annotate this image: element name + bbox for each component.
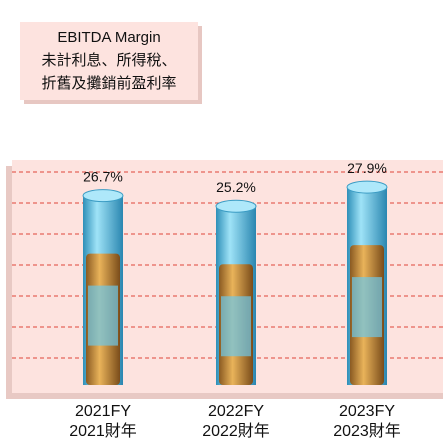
bar-packaging-band bbox=[88, 285, 118, 346]
title-box bbox=[20, 22, 198, 100]
x-tick-label: 2022財年 bbox=[202, 422, 270, 440]
bar-packaging-band bbox=[352, 277, 382, 338]
value-label: 26.7% bbox=[83, 168, 123, 184]
x-tick-label: 2023FY bbox=[339, 403, 395, 420]
bar-top bbox=[82, 189, 124, 203]
x-tick-label: 2022FY bbox=[208, 403, 264, 420]
x-tick-label: 2021財年 bbox=[69, 422, 137, 440]
title-line: EBITDA Margin bbox=[57, 29, 160, 46]
value-label: 27.9% bbox=[347, 160, 387, 176]
value-label: 25.2% bbox=[216, 179, 256, 195]
title-line: 折舊及攤銷前盈利率 bbox=[41, 75, 176, 92]
bar-top bbox=[215, 199, 257, 213]
x-tick-label: 2023財年 bbox=[333, 422, 401, 440]
x-tick-label: 2021FY bbox=[75, 403, 131, 420]
bar-top bbox=[346, 180, 388, 194]
bar-packaging-band bbox=[221, 296, 251, 357]
title-line: 未計利息、所得稅、 bbox=[41, 52, 176, 69]
